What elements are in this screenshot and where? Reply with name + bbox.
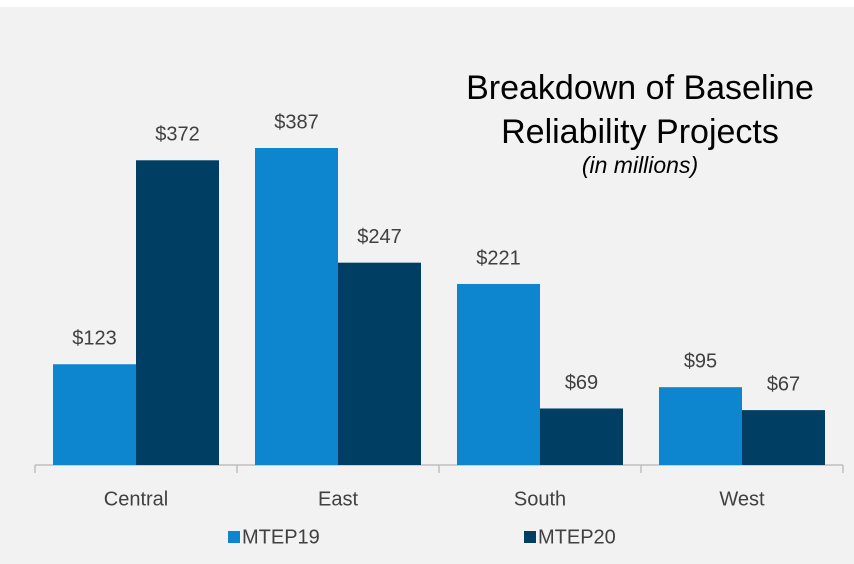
bar bbox=[659, 387, 742, 465]
x-tick-label: West bbox=[719, 488, 765, 510]
bar bbox=[742, 410, 825, 465]
data-label: $247 bbox=[357, 226, 402, 248]
bar bbox=[338, 262, 421, 465]
bar bbox=[540, 408, 623, 465]
chart-title: Breakdown of Baseline Reliability Projec… bbox=[466, 69, 814, 151]
bar bbox=[255, 148, 338, 465]
legend-label: MTEP20 bbox=[538, 526, 616, 548]
bar bbox=[457, 283, 540, 465]
data-label: $95 bbox=[684, 350, 717, 372]
x-tick-label: Central bbox=[104, 488, 168, 510]
bar bbox=[136, 160, 219, 466]
legend-swatch bbox=[524, 531, 536, 543]
legend-label: MTEP19 bbox=[242, 526, 320, 548]
chart-subtitle: (in millions) bbox=[581, 152, 699, 178]
x-tick-label: South bbox=[514, 488, 566, 510]
data-label: $69 bbox=[565, 372, 598, 394]
legend-swatch bbox=[228, 531, 240, 543]
data-label: $67 bbox=[767, 373, 800, 395]
bar bbox=[53, 364, 136, 465]
data-label: $372 bbox=[155, 124, 200, 146]
data-label: $123 bbox=[72, 328, 117, 350]
data-label: $221 bbox=[476, 247, 521, 269]
x-tick-label: East bbox=[318, 488, 358, 510]
data-label: $387 bbox=[274, 111, 319, 133]
